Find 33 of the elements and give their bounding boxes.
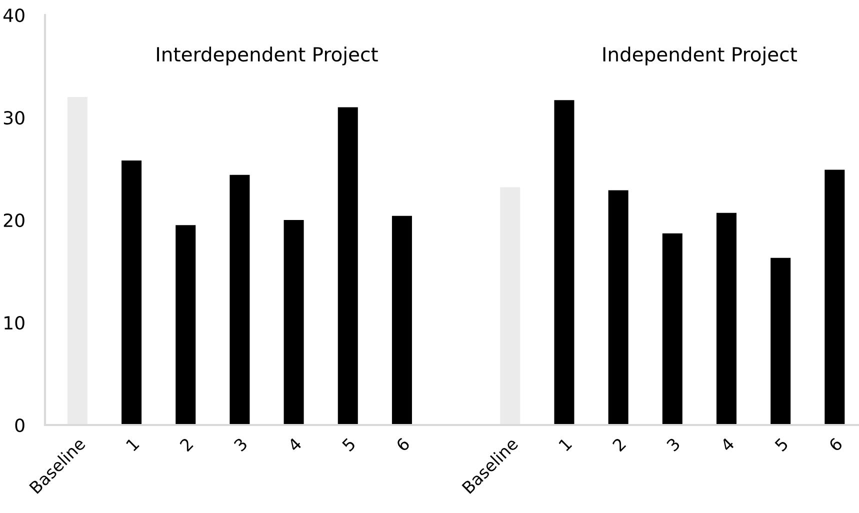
bar [67,97,88,425]
bar [716,212,736,425]
x-tick-label: 6 [396,437,410,452]
x-tick-label: 4 [720,437,735,452]
bar [554,100,574,425]
bar [230,174,250,425]
y-tick-label: 40 [3,8,24,22]
bar [122,160,142,425]
bar [176,225,196,425]
x-tick-label: 1 [558,438,572,452]
bar [662,233,682,425]
bar [824,170,845,425]
x-tick-label: 4 [287,437,302,452]
bar [770,258,791,425]
x-tick-label: 1 [126,438,140,452]
y-tick-label: 20 [4,213,24,228]
y-tick-label: 30 [4,110,24,125]
x-tick-label: 2 [179,438,194,452]
bar [608,190,628,425]
x-tick-label: 6 [828,437,844,452]
annotation: Interdependent Project [157,46,378,66]
bar [500,187,520,425]
y-tick-label: 10 [4,316,24,330]
x-tick-label: 5 [774,438,789,452]
x-tick-label: 3 [233,437,248,452]
x-tick-label: 2 [612,438,626,452]
bar [338,107,358,425]
x-tick-label: 3 [666,437,681,452]
annotation: Independent Project [603,46,797,66]
bar [284,220,304,425]
y-tick-label: 0 [15,418,24,432]
bar [392,216,412,425]
x-tick-label: 5 [342,438,356,452]
